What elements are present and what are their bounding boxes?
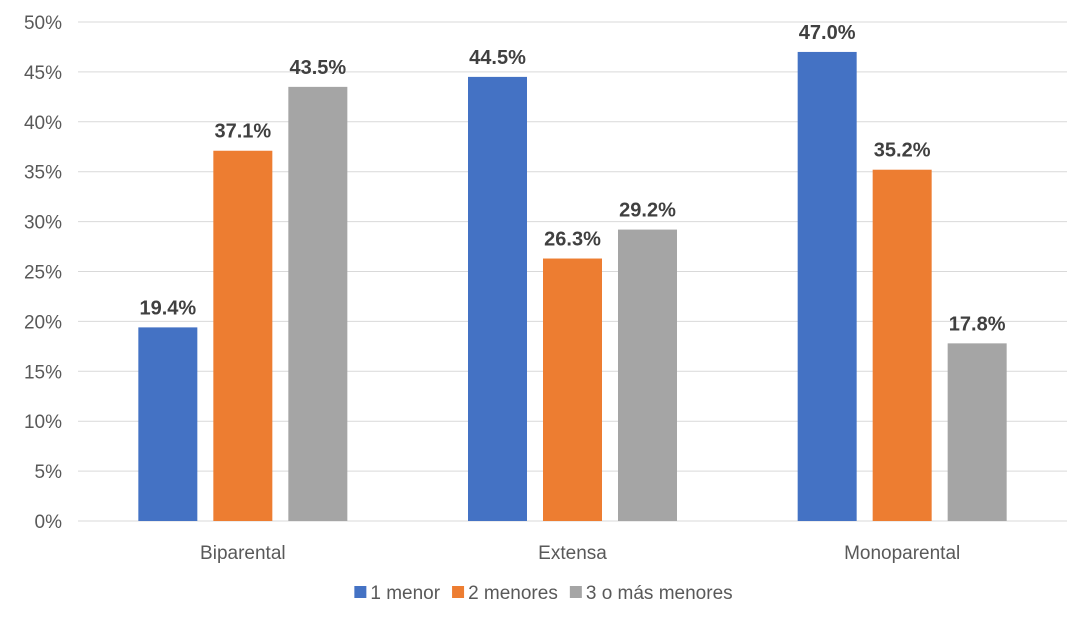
data-label: 43.5% [289,57,346,79]
y-tick-label: 50% [24,13,62,34]
bar [618,229,677,522]
data-label: 19.4% [139,297,196,319]
legend-swatch [452,586,465,598]
legend-swatch [569,586,582,598]
y-tick-label: 40% [24,113,62,134]
legend-item: 1 menor [354,583,441,604]
legend-item: 3 o más menores [569,583,733,604]
data-labels: 19.4% 37.1% 43.5% 44.5% 26.3% 29.2% 47.0% 35.2%… [139,22,1005,335]
y-tick-label: 30% [24,213,62,234]
y-tick-label: 15% [24,362,62,383]
data-label: 44.5% [469,47,526,69]
bars [138,51,1007,522]
legend-swatch [354,586,367,598]
y-tick-label: 10% [24,412,62,433]
data-label: 29.2% [619,200,676,222]
bar [468,76,527,521]
category-label: Extensa [538,543,607,564]
legend-item: 2 menores [452,583,558,604]
y-tick-label: 5% [35,462,63,483]
bar [872,169,932,522]
bar [543,258,602,521]
y-axis-tick-labels: 0% 5% 10% 15% 20% 25% 30% 35% 40% 45% 50% [24,13,62,533]
y-tick-label: 45% [24,63,62,84]
data-label: 35.2% [874,140,931,162]
bar [213,150,273,521]
bar [797,51,857,521]
data-label: 37.1% [214,121,271,143]
legend-label: 3 o más menores [586,583,733,604]
y-tick-label: 35% [24,163,62,184]
bar [947,343,1007,521]
y-tick-label: 0% [35,512,63,533]
data-label: 47.0% [799,22,856,44]
legend-label: 2 menores [468,583,558,604]
category-label: Monoparental [844,543,960,564]
y-tick-label: 25% [24,263,62,284]
bar [138,327,198,521]
legend: 1 menor 2 menores 3 o más menores [354,583,733,604]
data-label: 26.3% [544,229,601,251]
y-tick-label: 20% [24,312,62,333]
legend-label: 1 menor [370,583,440,604]
bar [288,86,348,522]
x-axis-category-labels: Biparental Extensa Monoparental [200,543,960,564]
category-label: Biparental [200,543,286,564]
data-label: 17.8% [949,313,1006,335]
